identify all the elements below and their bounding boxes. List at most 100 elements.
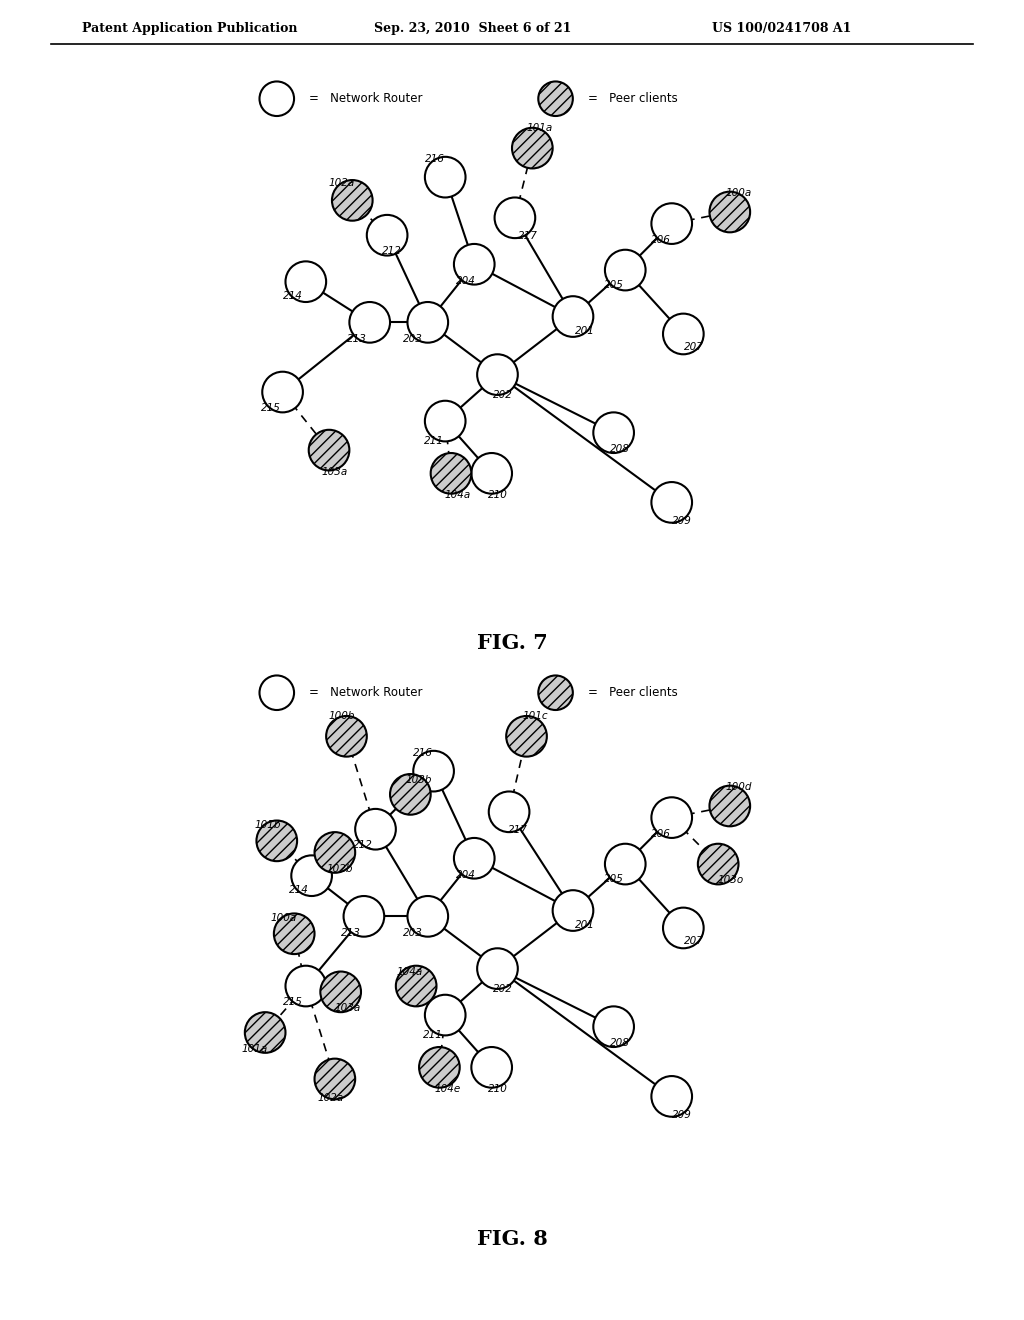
Text: FIG. 7: FIG. 7 xyxy=(476,634,548,653)
Text: 207: 207 xyxy=(684,936,703,945)
Text: 102a: 102a xyxy=(329,178,355,187)
Circle shape xyxy=(408,896,449,937)
Circle shape xyxy=(245,1012,286,1053)
Text: 100a: 100a xyxy=(270,912,297,923)
Text: 201: 201 xyxy=(574,326,595,337)
Text: 205: 205 xyxy=(604,280,624,289)
Text: 215: 215 xyxy=(283,998,303,1007)
Circle shape xyxy=(593,1006,634,1047)
Circle shape xyxy=(663,314,703,354)
Text: 104e: 104e xyxy=(435,1085,461,1094)
Text: 201: 201 xyxy=(574,920,595,931)
Circle shape xyxy=(314,1059,355,1100)
Circle shape xyxy=(454,244,495,285)
Circle shape xyxy=(651,482,692,523)
Text: 101b: 101b xyxy=(255,820,282,829)
Circle shape xyxy=(367,215,408,256)
Circle shape xyxy=(698,843,738,884)
Text: 100a: 100a xyxy=(725,189,752,198)
Circle shape xyxy=(355,809,396,850)
Circle shape xyxy=(425,401,466,441)
Circle shape xyxy=(349,302,390,343)
Circle shape xyxy=(414,751,454,792)
Text: 209: 209 xyxy=(672,516,692,525)
Circle shape xyxy=(344,896,384,937)
Circle shape xyxy=(553,296,593,337)
Text: 216: 216 xyxy=(414,747,433,758)
Text: Sep. 23, 2010  Sheet 6 of 21: Sep. 23, 2010 Sheet 6 of 21 xyxy=(374,22,571,36)
Circle shape xyxy=(663,908,703,948)
Circle shape xyxy=(326,715,367,756)
Text: 208: 208 xyxy=(609,1038,630,1048)
Text: 215: 215 xyxy=(261,404,281,413)
Circle shape xyxy=(259,82,294,116)
Text: 213: 213 xyxy=(347,334,367,343)
Circle shape xyxy=(308,430,349,470)
Circle shape xyxy=(431,453,471,494)
Circle shape xyxy=(506,715,547,756)
Circle shape xyxy=(651,203,692,244)
Text: 211: 211 xyxy=(424,437,443,446)
Text: =   Network Router: = Network Router xyxy=(308,92,422,106)
Circle shape xyxy=(471,453,512,494)
Circle shape xyxy=(332,180,373,220)
Circle shape xyxy=(651,1076,692,1117)
Text: Patent Application Publication: Patent Application Publication xyxy=(82,22,297,36)
Circle shape xyxy=(710,191,751,232)
Circle shape xyxy=(425,157,466,198)
Text: 217: 217 xyxy=(518,231,538,242)
Text: 202: 202 xyxy=(494,983,513,994)
Circle shape xyxy=(593,412,634,453)
Circle shape xyxy=(396,966,436,1006)
Text: 213: 213 xyxy=(341,928,361,937)
Circle shape xyxy=(286,966,326,1006)
Text: =   Peer clients: = Peer clients xyxy=(588,686,677,700)
Text: 212: 212 xyxy=(353,841,373,850)
Text: 211: 211 xyxy=(423,1031,442,1040)
Text: 208: 208 xyxy=(609,444,630,454)
Text: 210: 210 xyxy=(487,1085,508,1094)
Circle shape xyxy=(471,1047,512,1088)
Text: 206: 206 xyxy=(651,235,671,246)
Circle shape xyxy=(273,913,314,954)
Circle shape xyxy=(710,785,751,826)
Text: =   Network Router: = Network Router xyxy=(308,686,422,700)
Text: 103a: 103a xyxy=(322,467,348,478)
Text: 214: 214 xyxy=(283,292,303,301)
Text: 101a: 101a xyxy=(526,123,552,133)
Text: 203: 203 xyxy=(403,928,423,937)
Text: 204: 204 xyxy=(456,276,475,285)
Text: 103o: 103o xyxy=(718,875,744,886)
Text: 217: 217 xyxy=(508,825,527,836)
Circle shape xyxy=(605,843,645,884)
Text: 204: 204 xyxy=(456,870,475,879)
Circle shape xyxy=(512,128,553,169)
Circle shape xyxy=(262,372,303,412)
Circle shape xyxy=(425,995,466,1035)
Text: 101c: 101c xyxy=(522,711,548,721)
Circle shape xyxy=(539,676,572,710)
Text: 202: 202 xyxy=(494,389,513,400)
Circle shape xyxy=(495,198,536,238)
Text: 216: 216 xyxy=(425,153,444,164)
Text: 212: 212 xyxy=(382,247,401,256)
Circle shape xyxy=(408,302,449,343)
Text: 206: 206 xyxy=(651,829,671,840)
Text: 207: 207 xyxy=(684,342,703,351)
Text: 214: 214 xyxy=(289,886,309,895)
Text: =   Peer clients: = Peer clients xyxy=(588,92,677,106)
Circle shape xyxy=(314,832,355,873)
Text: 203: 203 xyxy=(403,334,423,343)
Circle shape xyxy=(291,855,332,896)
Circle shape xyxy=(605,249,645,290)
Text: FIG. 8: FIG. 8 xyxy=(476,1229,548,1249)
Circle shape xyxy=(488,792,529,832)
Circle shape xyxy=(539,82,572,116)
Text: 209: 209 xyxy=(672,1110,692,1119)
Circle shape xyxy=(651,797,692,838)
Text: 100b: 100b xyxy=(329,711,355,721)
Circle shape xyxy=(259,676,294,710)
Circle shape xyxy=(286,261,326,302)
Text: 100d: 100d xyxy=(725,783,752,792)
Text: US 100/0241708 A1: US 100/0241708 A1 xyxy=(712,22,851,36)
